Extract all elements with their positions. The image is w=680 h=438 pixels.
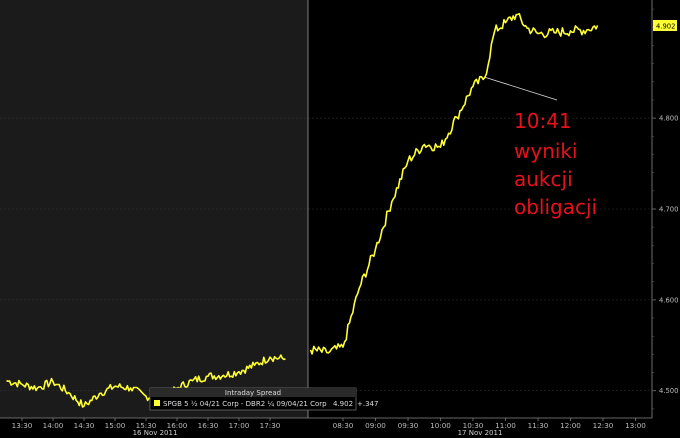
x-tick-label: 13:00 bbox=[625, 421, 646, 430]
x-tick-label: 10:00 bbox=[430, 421, 451, 430]
x-tick-label: 12:30 bbox=[593, 421, 614, 430]
x-tick-label: 16:00 bbox=[167, 421, 188, 430]
x-tick-label: 09:00 bbox=[365, 421, 386, 430]
x-tick-label: 14:30 bbox=[74, 421, 95, 430]
x-tick-label: 17:00 bbox=[229, 421, 250, 430]
x-tick-label: 15:00 bbox=[105, 421, 126, 430]
x-tick-label: 10:30 bbox=[463, 421, 484, 430]
x-tick-label: 09:30 bbox=[398, 421, 419, 430]
series-lines bbox=[6, 13, 599, 408]
x-tick-label: 12:00 bbox=[560, 421, 581, 430]
annotation-line-3: aukcji bbox=[514, 167, 573, 191]
series-line-2 bbox=[309, 13, 599, 355]
series-line-1 bbox=[6, 354, 286, 408]
x-tick-label: 14:00 bbox=[43, 421, 64, 430]
legend-last-value: 4.902 bbox=[333, 400, 353, 408]
x-tick-label: 11:00 bbox=[495, 421, 516, 430]
legend-title: Intraday Spread bbox=[225, 389, 281, 397]
x-tick-label: 08:30 bbox=[333, 421, 354, 430]
y-tick-label: 4.600 bbox=[659, 296, 678, 304]
last-value-tag: 4.902 bbox=[653, 20, 677, 31]
y-tick-label: 4.500 bbox=[659, 387, 678, 395]
legend: Intraday Spread SPGB 5 ½ 04/21 Corp - DB… bbox=[149, 387, 378, 411]
x-tick-label: 13:30 bbox=[12, 421, 33, 430]
date-label-current: 17 Nov 2011 bbox=[458, 429, 503, 437]
legend-swatch bbox=[154, 400, 160, 406]
annotation-line-4: obligacji bbox=[514, 195, 597, 219]
annotation-line-2: wyniki bbox=[514, 139, 578, 163]
y-axis-ticks: 4.500 4.600 4.700 4.800 bbox=[652, 8, 678, 410]
y-tick-label: 4.800 bbox=[659, 115, 678, 123]
x-tick-label: 11:30 bbox=[528, 421, 549, 430]
date-label-prev: 16 Nov 2011 bbox=[133, 429, 178, 437]
x-tick-label: 16:30 bbox=[198, 421, 219, 430]
legend-change: +.347 bbox=[357, 400, 378, 408]
annotation-pointer bbox=[484, 76, 558, 101]
legend-entry: SPGB 5 ½ 04/21 Corp - DBR2 ¼ 09/04/21 Co… bbox=[163, 400, 327, 408]
x-tick-label: 15:30 bbox=[136, 421, 157, 430]
annotation-line-1: 10:41 bbox=[514, 109, 572, 133]
last-value-label: 4.902 bbox=[656, 23, 675, 31]
x-tick-label: 17:30 bbox=[260, 421, 281, 430]
x-axis-ticks: 13:30 14:00 14:30 15:00 15:30 16:00 16:30 17:00… bbox=[12, 418, 646, 430]
y-tick-label: 4.700 bbox=[659, 206, 678, 214]
